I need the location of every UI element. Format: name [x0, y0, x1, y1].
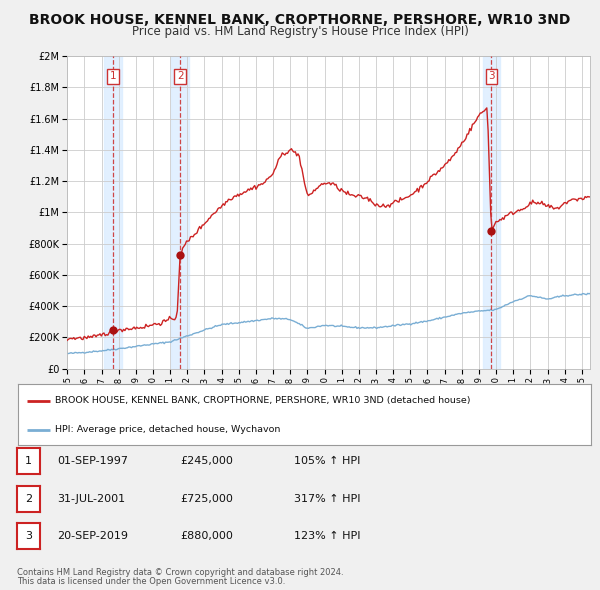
Text: 2: 2: [177, 71, 184, 81]
Text: BROOK HOUSE, KENNEL BANK, CROPTHORNE, PERSHORE, WR10 3ND: BROOK HOUSE, KENNEL BANK, CROPTHORNE, PE…: [29, 13, 571, 27]
Bar: [104, 56, 122, 369]
Text: 1: 1: [110, 71, 116, 81]
Text: 31-JUL-2001: 31-JUL-2001: [57, 494, 125, 503]
Text: Price paid vs. HM Land Registry's House Price Index (HPI): Price paid vs. HM Land Registry's House …: [131, 25, 469, 38]
Bar: [482, 56, 500, 369]
Text: 105% ↑ HPI: 105% ↑ HPI: [294, 457, 361, 466]
Text: 20-SEP-2019: 20-SEP-2019: [57, 531, 128, 540]
Text: Contains HM Land Registry data © Crown copyright and database right 2024.: Contains HM Land Registry data © Crown c…: [17, 568, 343, 576]
Text: This data is licensed under the Open Government Licence v3.0.: This data is licensed under the Open Gov…: [17, 577, 285, 586]
Text: HPI: Average price, detached house, Wychavon: HPI: Average price, detached house, Wych…: [55, 425, 281, 434]
Text: 2: 2: [25, 494, 32, 503]
Text: £880,000: £880,000: [180, 531, 233, 540]
Text: 317% ↑ HPI: 317% ↑ HPI: [294, 494, 361, 503]
Text: 01-SEP-1997: 01-SEP-1997: [57, 457, 128, 466]
Text: £725,000: £725,000: [180, 494, 233, 503]
Text: 3: 3: [488, 71, 494, 81]
Text: £245,000: £245,000: [180, 457, 233, 466]
Text: 1: 1: [25, 457, 32, 466]
Text: 3: 3: [25, 531, 32, 540]
Text: 123% ↑ HPI: 123% ↑ HPI: [294, 531, 361, 540]
Bar: [172, 56, 188, 369]
Text: BROOK HOUSE, KENNEL BANK, CROPTHORNE, PERSHORE, WR10 3ND (detached house): BROOK HOUSE, KENNEL BANK, CROPTHORNE, PE…: [55, 396, 471, 405]
